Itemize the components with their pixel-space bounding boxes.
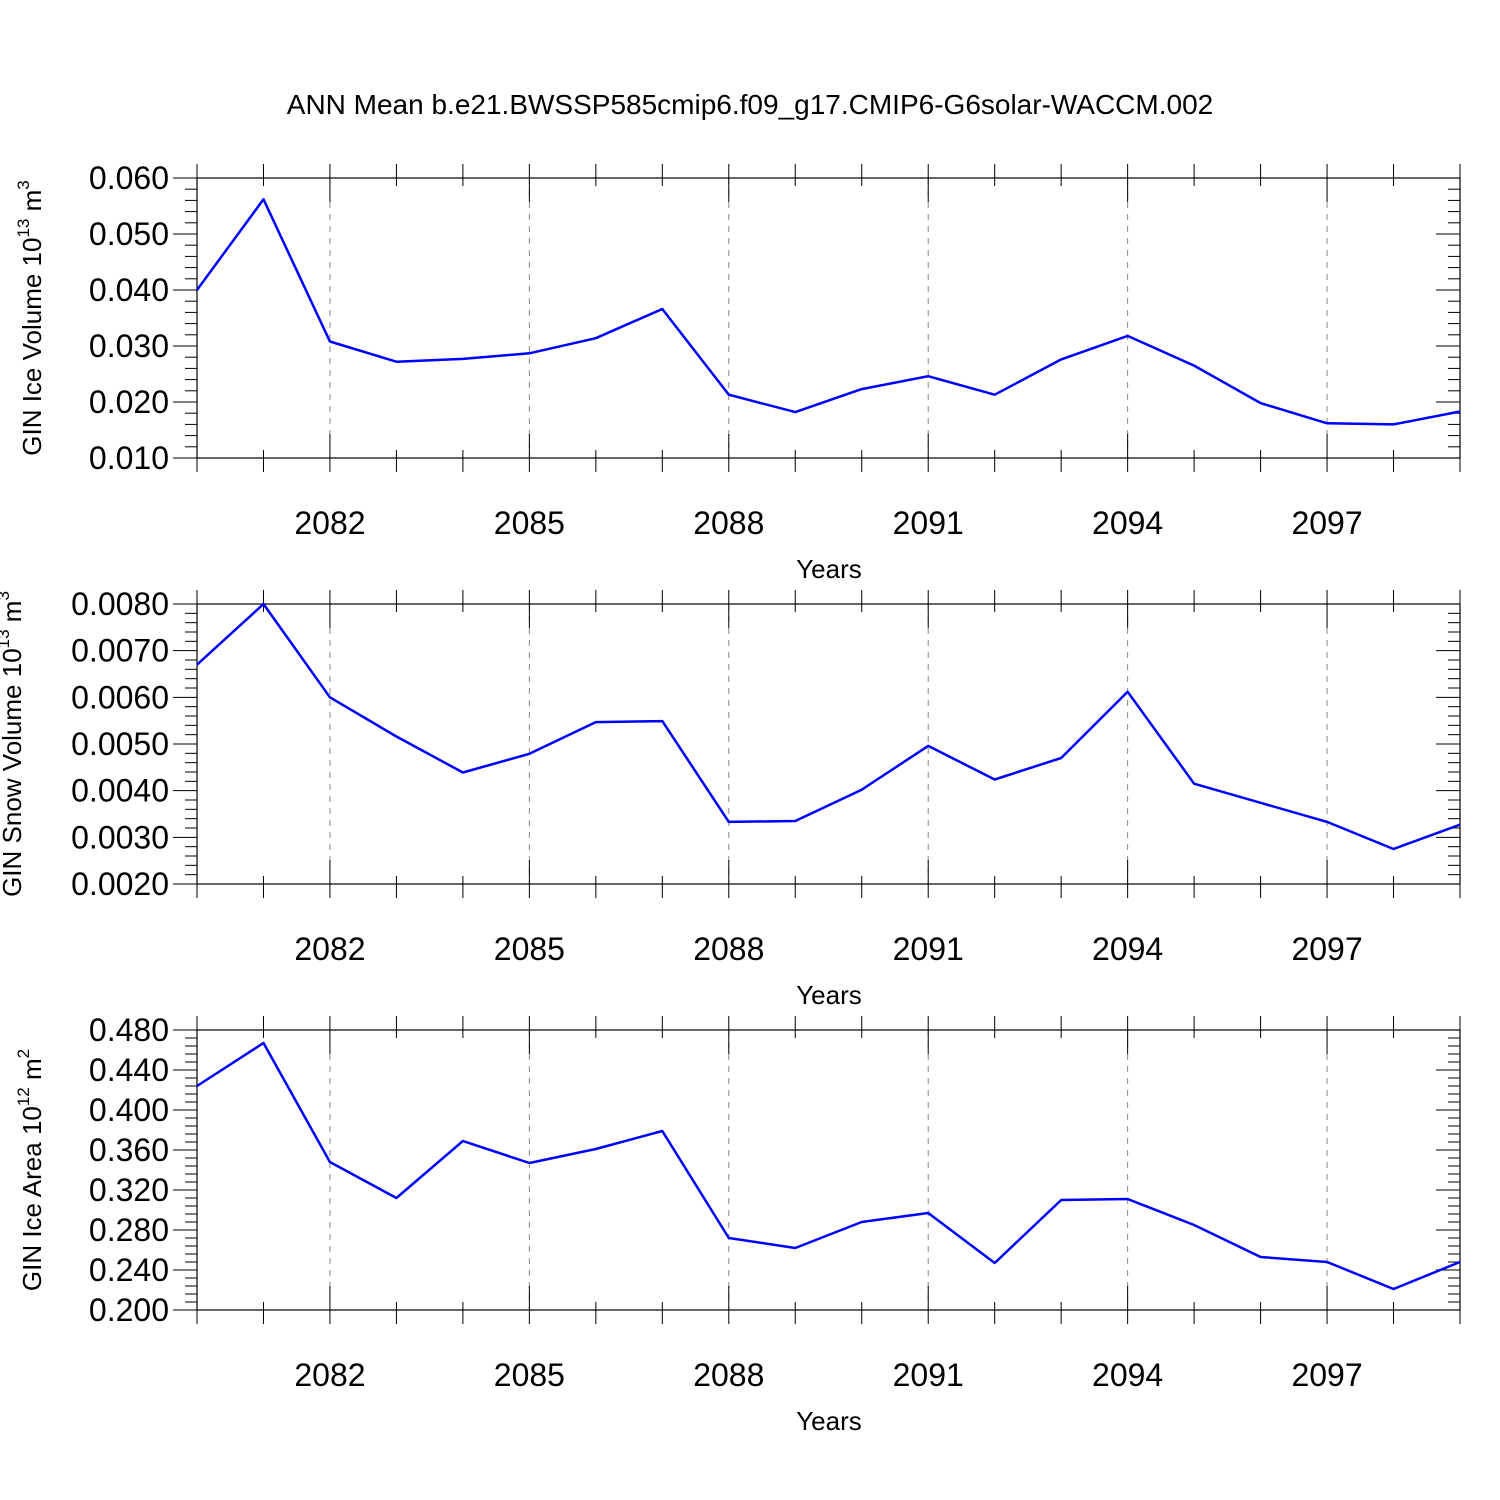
x-tick-label: 2094: [1092, 505, 1163, 541]
x-tick-label: 2088: [693, 505, 764, 541]
x-tick-label: 2091: [893, 1357, 964, 1393]
y-tick-label: 0.360: [89, 1132, 169, 1168]
series-line: [196, 602, 1461, 851]
y-axis-label: GIN Snow Volume 1013 m3: [0, 591, 27, 897]
y-tick-label: 0.0020: [71, 866, 169, 902]
x-tick-label: 2097: [1291, 931, 1362, 967]
y-tick-label: 0.0030: [71, 819, 169, 855]
x-tick-label: 2097: [1291, 1357, 1362, 1393]
y-tick-label: 0.050: [89, 216, 169, 252]
x-tick-label: 2082: [294, 931, 365, 967]
y-tick-label: 0.0080: [71, 586, 169, 622]
x-tick-label: 2091: [893, 505, 964, 541]
y-axis-label: GIN Ice Area 1012 m2: [14, 1049, 47, 1291]
x-tick-label: 2082: [294, 505, 365, 541]
panel-ice-volume: Years GIN Ice Volume 1013 m3 2082 2085 208…: [14, 160, 1461, 584]
plot-frame: [196, 1029, 1461, 1311]
y-tick-label: 0.480: [89, 1012, 169, 1048]
y-tick-label: 0.320: [89, 1172, 169, 1208]
x-tick-label: 2088: [693, 1357, 764, 1393]
y-tick-label: 0.0070: [71, 633, 169, 669]
y-tick-label: 0.060: [89, 160, 169, 196]
y-axis-label: GIN Ice Volume 1013 m3: [14, 180, 47, 456]
x-tick-label: 2085: [494, 505, 565, 541]
x-axis-label: Years: [796, 980, 862, 1010]
y-tick-label: 0.0040: [71, 773, 169, 809]
x-tick-label: 2091: [893, 931, 964, 967]
x-tick-label: 2088: [693, 931, 764, 967]
y-tick-label: 0.280: [89, 1212, 169, 1248]
series-line: [196, 1041, 1461, 1291]
panel-snow-volume: Years GIN Snow Volume 1013 m3 2082 2085 20…: [0, 586, 1461, 1010]
y-tick-label: 0.0050: [71, 726, 169, 762]
chart-title: ANN Mean b.e21.BWSSP585cmip6.f09_g17.CMI…: [287, 89, 1213, 120]
y-tick-label: 0.0060: [71, 679, 169, 715]
panel-ice-area: Years GIN Ice Area 1012 m2 2082 2085 2088 2…: [14, 1012, 1461, 1436]
y-tick-label: 0.020: [89, 384, 169, 420]
x-tick-label: 2094: [1092, 1357, 1163, 1393]
y-tick-label: 0.440: [89, 1052, 169, 1088]
plot-frame: [196, 603, 1461, 885]
x-tick-label: 2085: [494, 1357, 565, 1393]
y-tick-label: 0.200: [89, 1292, 169, 1328]
x-axis-label: Years: [796, 1406, 862, 1436]
x-tick-label: 2097: [1291, 505, 1362, 541]
plot-frame: [196, 177, 1461, 459]
x-axis-label: Years: [796, 554, 862, 584]
y-tick-label: 0.010: [89, 440, 169, 476]
y-tick-label: 0.240: [89, 1252, 169, 1288]
y-tick-label: 0.040: [89, 272, 169, 308]
series-line: [195, 198, 1461, 426]
x-tick-label: 2082: [294, 1357, 365, 1393]
x-tick-label: 2085: [494, 931, 565, 967]
y-tick-label: 0.400: [89, 1092, 169, 1128]
y-tick-label: 0.030: [89, 328, 169, 364]
x-tick-label: 2094: [1092, 931, 1163, 967]
